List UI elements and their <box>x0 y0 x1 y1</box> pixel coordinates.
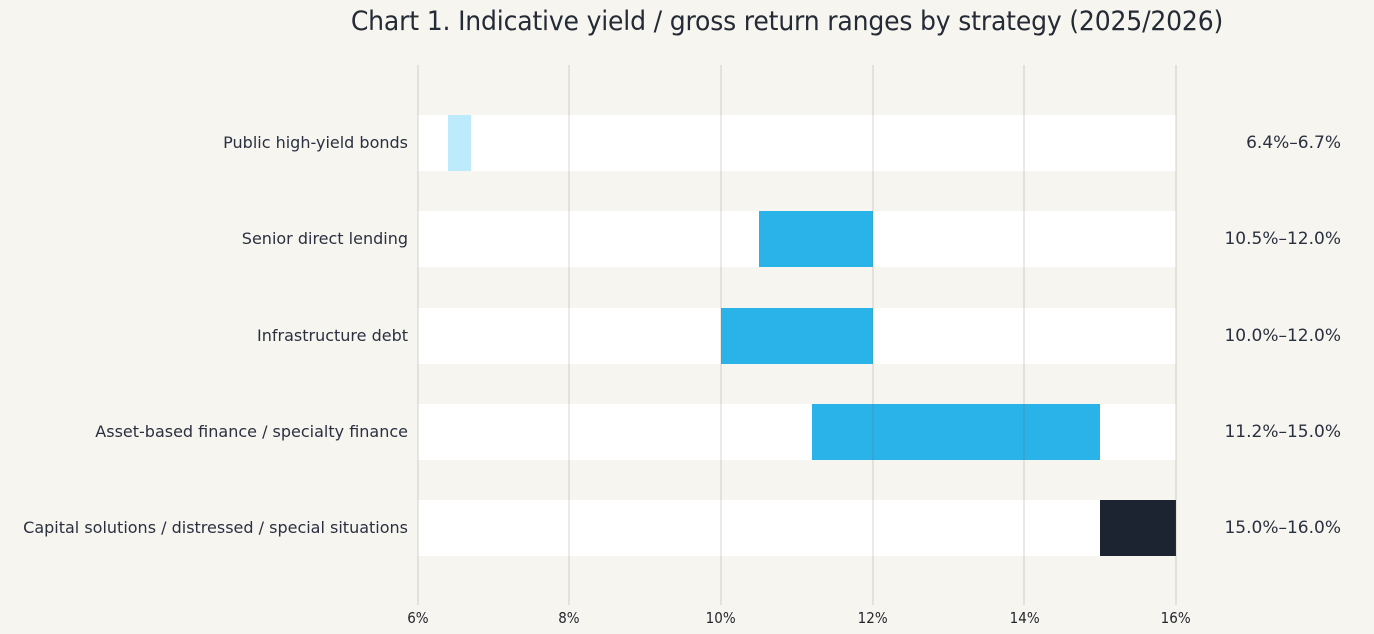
range-bar <box>811 403 1101 460</box>
range-bar <box>758 211 873 268</box>
category-label: Capital solutions / distressed / special… <box>23 518 408 537</box>
x-tick-label: 14% <box>979 608 1069 628</box>
x-tick-label-text: 6% <box>406 609 429 627</box>
x-tick-label: 8% <box>524 608 614 628</box>
range-bar <box>720 307 873 364</box>
range-value-label: 15.0%–16.0% <box>1224 518 1341 538</box>
category-label: Public high-yield bonds <box>223 133 408 152</box>
x-tick-label: 10% <box>676 608 766 628</box>
chart-title: Chart 1. Indicative yield / gross return… <box>100 6 1374 37</box>
x-tick-label-text: 8% <box>558 609 580 627</box>
range-value-label: 11.2%–15.0% <box>1224 421 1341 442</box>
range-value-label: 6.4%–6.7% <box>1246 133 1341 153</box>
chart-title-text: Chart 1. Indicative yield / gross return… <box>350 6 1224 37</box>
row-band <box>417 115 1176 171</box>
row-band <box>417 500 1176 556</box>
range-value-label: 10.5%–12.0% <box>1224 229 1341 250</box>
range-value-label: 10.0%–12.0% <box>1224 325 1341 346</box>
category-label: Senior direct lending <box>241 229 408 249</box>
range-bar <box>447 115 471 171</box>
x-tick-label-text: 10% <box>705 609 736 627</box>
x-tick-label-text: 12% <box>857 609 888 627</box>
x-tick-label: 6% <box>373 608 463 628</box>
x-tick-label-text: 16% <box>1160 609 1192 627</box>
x-tick-label: 12% <box>828 608 918 628</box>
category-label: Asset-based finance / specialty finance <box>95 421 408 441</box>
x-tick-label-text: 14% <box>1009 609 1040 627</box>
x-tick-label: 16% <box>1131 608 1221 628</box>
range-bar <box>1100 500 1176 556</box>
category-label: Infrastructure debt <box>257 325 408 345</box>
